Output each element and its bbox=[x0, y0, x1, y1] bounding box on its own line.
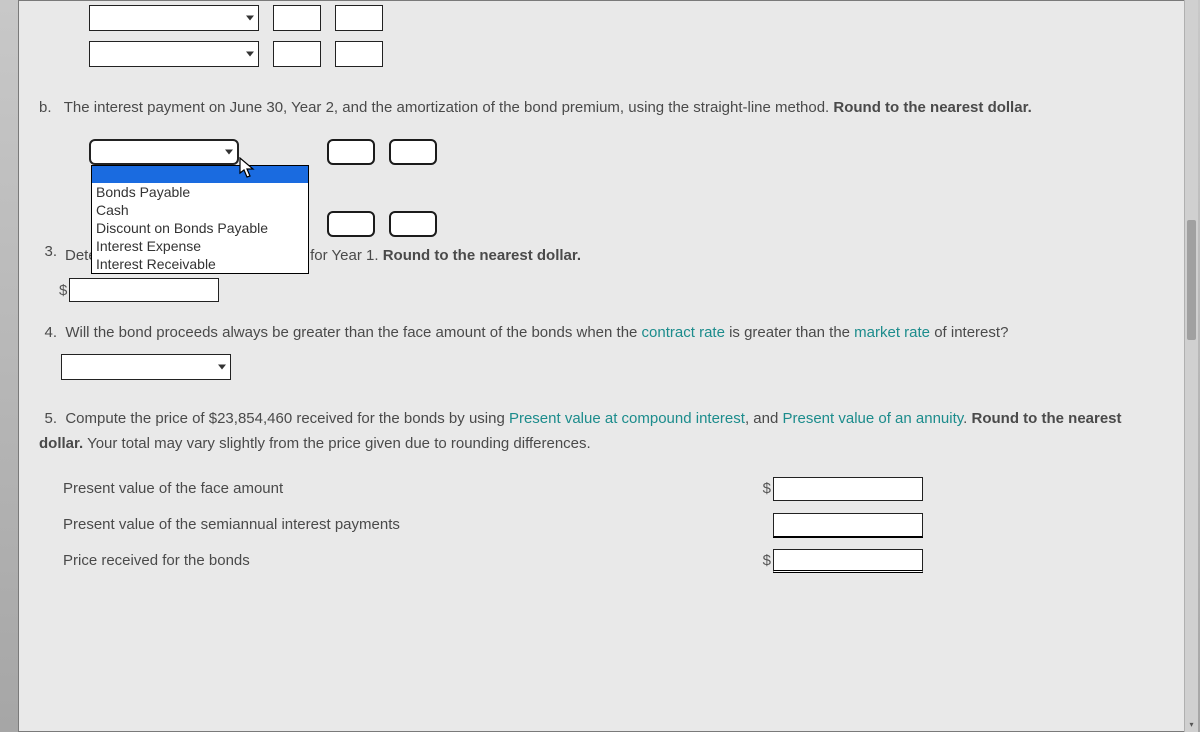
question-3-num: 3. bbox=[39, 243, 57, 260]
question-5: 5. Compute the price of $23,854,460 rece… bbox=[39, 406, 1169, 457]
input-row-b1: Bonds Payable Cash Discount on Bonds Pay… bbox=[89, 139, 1169, 165]
screen: b. The interest payment on June 30, Year… bbox=[0, 0, 1200, 732]
question-4: 4. Will the bond proceeds always be grea… bbox=[39, 320, 1169, 346]
question-3-bold: Round to the nearest dollar. bbox=[383, 247, 581, 264]
currency-symbol: $ bbox=[759, 552, 771, 569]
q5-cell: $ bbox=[759, 549, 923, 573]
link-contract-rate[interactable]: contract rate bbox=[642, 324, 725, 341]
dropdown-option-blank[interactable] bbox=[92, 166, 308, 183]
question-b-bold: Round to the nearest dollar. bbox=[833, 99, 1031, 116]
question-5-text: 5. Compute the price of $23,854,460 rece… bbox=[39, 406, 1169, 457]
q5-row-semiannual: Present value of the semiannual interest… bbox=[63, 507, 923, 543]
question-5-part4: Your total may vary slightly from the pr… bbox=[83, 435, 591, 452]
link-pv-compound[interactable]: Present value at compound interest bbox=[509, 410, 745, 427]
dropdown-option[interactable]: Interest Expense bbox=[92, 237, 308, 255]
caret-down-icon bbox=[218, 364, 226, 369]
question-4-num: 4. bbox=[39, 320, 57, 346]
section-b-inputs: Bonds Payable Cash Discount on Bonds Pay… bbox=[89, 139, 1169, 237]
price-received-input[interactable] bbox=[773, 549, 923, 573]
pv-semiannual-input[interactable] bbox=[773, 513, 923, 537]
question-b-prefix: b. bbox=[39, 99, 52, 116]
question-b-text: b. The interest payment on June 30, Year… bbox=[39, 95, 1169, 121]
account-dropdown-a2[interactable] bbox=[89, 41, 259, 67]
q5-label: Present value of the semiannual interest… bbox=[63, 516, 759, 533]
q5-row-face-amount: Present value of the face amount $ bbox=[63, 471, 923, 507]
link-pv-annuity[interactable]: Present value of an annuity bbox=[782, 410, 963, 427]
caret-down-icon bbox=[246, 52, 254, 57]
input-row-2 bbox=[89, 41, 1169, 67]
dropdown-option[interactable]: Discount on Bonds Payable bbox=[92, 219, 308, 237]
question-4-part1: Will the bond proceeds always be greater… bbox=[65, 324, 641, 341]
credit-input-b3[interactable] bbox=[389, 211, 437, 237]
scrollbar-thumb[interactable] bbox=[1187, 220, 1196, 340]
q5-cell: $ bbox=[759, 477, 923, 501]
content-panel: b. The interest payment on June 30, Year… bbox=[18, 0, 1194, 732]
credit-input-a2[interactable] bbox=[335, 41, 383, 67]
question-5-part3: . bbox=[963, 410, 971, 427]
q5-cell bbox=[759, 513, 923, 537]
debit-input-b1[interactable] bbox=[327, 139, 375, 165]
link-market-rate[interactable]: market rate bbox=[854, 324, 930, 341]
input-row-1 bbox=[89, 5, 1169, 31]
q5-label: Present value of the face amount bbox=[63, 480, 759, 497]
credit-input-a1[interactable] bbox=[335, 5, 383, 31]
scroll-down-arrow-icon[interactable]: ▾ bbox=[1185, 716, 1198, 732]
currency-symbol: $ bbox=[759, 480, 771, 497]
pv-face-amount-input[interactable] bbox=[773, 477, 923, 501]
debit-input-a2[interactable] bbox=[273, 41, 321, 67]
account-dropdown-b1[interactable]: Bonds Payable Cash Discount on Bonds Pay… bbox=[89, 139, 239, 165]
dropdown-option[interactable]: Cash bbox=[92, 201, 308, 219]
currency-symbol: $ bbox=[59, 282, 67, 299]
question-3-input-group: $ bbox=[59, 278, 1169, 302]
question-5-part1: Compute the price of $23,854,460 receive… bbox=[65, 410, 509, 427]
total-interest-expense-input[interactable] bbox=[69, 278, 219, 302]
question-4-part2: is greater than the bbox=[725, 324, 854, 341]
caret-down-icon bbox=[225, 149, 233, 154]
question-4-input-row bbox=[61, 354, 1169, 380]
question-5-part2: , and bbox=[745, 410, 783, 427]
caret-down-icon bbox=[246, 16, 254, 21]
q5-label: Price received for the bonds bbox=[63, 552, 759, 569]
debit-input-b3[interactable] bbox=[327, 211, 375, 237]
q5-row-price: Price received for the bonds $ bbox=[63, 543, 923, 579]
content-area: b. The interest payment on June 30, Year… bbox=[19, 5, 1193, 599]
credit-input-b1[interactable] bbox=[389, 139, 437, 165]
question-5-num: 5. bbox=[39, 406, 57, 432]
yes-no-dropdown[interactable] bbox=[61, 354, 231, 380]
dropdown-option[interactable]: Interest Receivable bbox=[92, 255, 308, 273]
account-dropdown-a1[interactable] bbox=[89, 5, 259, 31]
question-5-table: Present value of the face amount $ Prese… bbox=[63, 471, 923, 579]
vertical-scrollbar[interactable]: ▾ bbox=[1184, 0, 1198, 732]
question-b-body: The interest payment on June 30, Year 2,… bbox=[64, 99, 834, 116]
question-b: b. The interest payment on June 30, Year… bbox=[63, 95, 1169, 237]
question-4-text: 4. Will the bond proceeds always be grea… bbox=[39, 320, 1169, 346]
account-dropdown-b1-listbox[interactable]: Bonds Payable Cash Discount on Bonds Pay… bbox=[91, 165, 309, 274]
dropdown-option[interactable]: Bonds Payable bbox=[92, 183, 308, 201]
section-a-inputs bbox=[89, 5, 1169, 67]
debit-input-a1[interactable] bbox=[273, 5, 321, 31]
question-4-part3: of interest? bbox=[930, 324, 1008, 341]
